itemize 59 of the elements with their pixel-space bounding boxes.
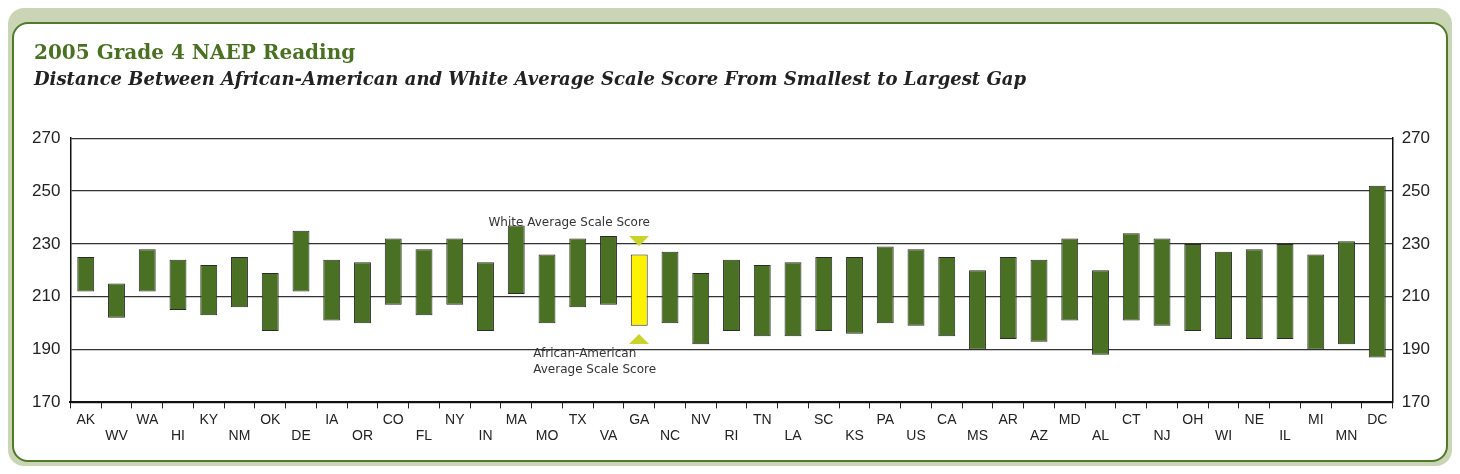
- y2-tick-label: 270: [1401, 127, 1431, 147]
- x-tick-label: WA: [136, 410, 159, 427]
- y2-tick-label: 250: [1401, 180, 1431, 200]
- x-tick-label: DE: [291, 427, 311, 444]
- x-tick-label: MO: [535, 427, 559, 444]
- chart-subtitle: Distance Between African-American and White Average Scale Score From Smallest to Largest Gap: [34, 68, 1027, 89]
- x-tick-label: OR: [351, 427, 373, 444]
- x-tick-label: DC: [1367, 410, 1388, 427]
- x-tick-label: IN: [478, 427, 493, 444]
- x-tick-label: IL: [1279, 427, 1292, 444]
- chart-title: 2005 Grade 4 NAEP Reading: [34, 40, 356, 64]
- y2-tick-label: 170: [1401, 392, 1431, 412]
- x-tick-label: CO: [382, 410, 404, 427]
- x-tick-label: HI: [170, 427, 185, 444]
- x-tick-label: KY: [199, 410, 219, 427]
- x-tick-label: TN: [752, 410, 772, 427]
- y-tick-label: 210: [31, 286, 61, 306]
- annotation: White Average Scale Score: [488, 214, 651, 229]
- x-tick-label: NJ: [1153, 427, 1171, 444]
- x-tick-label: RI: [724, 427, 739, 444]
- y-tick-label: 170: [31, 392, 61, 412]
- x-tick-label: NM: [228, 427, 251, 444]
- x-tick-label: NV: [691, 410, 712, 427]
- x-tick-label: MD: [1058, 410, 1081, 427]
- x-tick-label: US: [906, 427, 926, 444]
- annotation: African-American Average Scale Score: [533, 345, 657, 376]
- x-tick-label: AR: [998, 410, 1018, 427]
- x-tick-label: CT: [1121, 410, 1142, 427]
- x-tick-label: VA: [599, 427, 618, 444]
- x-tick-label: PA: [876, 410, 895, 427]
- x-tick-label: MA: [505, 410, 528, 427]
- y-tick-label: 230: [31, 233, 61, 253]
- y-tick-label: 250: [31, 180, 61, 200]
- y-tick-label: 270: [31, 127, 61, 147]
- x-tick-label: AK: [76, 410, 96, 427]
- x-tick-label: GA: [629, 410, 651, 427]
- x-tick-label: TX: [568, 410, 588, 427]
- x-tick-label: KS: [845, 427, 864, 444]
- x-tick-label: LA: [784, 427, 803, 444]
- x-tick-label: CA: [937, 410, 958, 427]
- x-tick-label: NE: [1244, 410, 1264, 427]
- x-tick-label: WI: [1214, 427, 1233, 444]
- y2-tick-label: 210: [1401, 286, 1431, 306]
- y2-tick-label: 190: [1401, 339, 1431, 359]
- y-tick-label: 190: [31, 339, 61, 359]
- x-tick-label: IA: [325, 410, 340, 427]
- x-tick-label: NC: [659, 427, 681, 444]
- x-tick-label: MS: [967, 427, 988, 444]
- x-tick-label: WV: [105, 427, 129, 444]
- y2-tick-label: 230: [1401, 233, 1431, 253]
- x-tick-label: SC: [814, 410, 834, 427]
- x-tick-label: MN: [1335, 427, 1358, 444]
- x-tick-label: OH: [1182, 410, 1204, 427]
- x-tick-label: OK: [260, 410, 282, 427]
- x-tick-label: AL: [1091, 427, 1110, 444]
- x-tick-label: NY: [445, 410, 466, 427]
- x-tick-label: FL: [415, 427, 433, 444]
- x-tick-label: MI: [1307, 410, 1324, 427]
- x-tick-label: AZ: [1030, 427, 1049, 444]
